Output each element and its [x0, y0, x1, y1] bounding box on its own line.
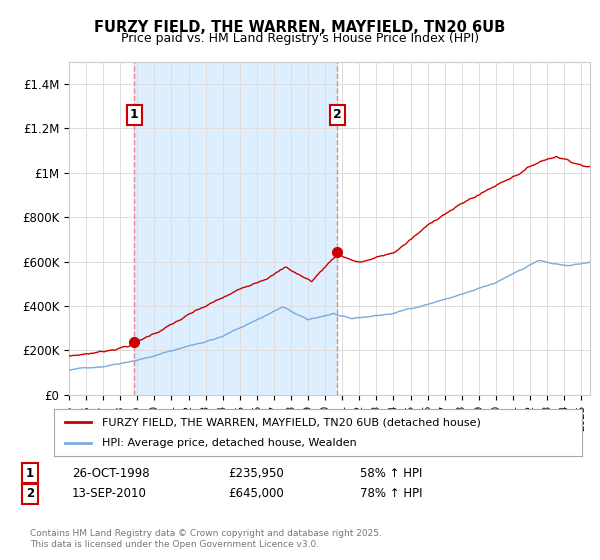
Text: 58% ↑ HPI: 58% ↑ HPI: [360, 466, 422, 480]
Text: Contains HM Land Registry data © Crown copyright and database right 2025.
This d: Contains HM Land Registry data © Crown c…: [30, 529, 382, 549]
Text: Price paid vs. HM Land Registry's House Price Index (HPI): Price paid vs. HM Land Registry's House …: [121, 32, 479, 45]
Text: 78% ↑ HPI: 78% ↑ HPI: [360, 487, 422, 501]
Text: 26-OCT-1998: 26-OCT-1998: [72, 466, 149, 480]
Text: FURZY FIELD, THE WARREN, MAYFIELD, TN20 6UB: FURZY FIELD, THE WARREN, MAYFIELD, TN20 …: [94, 20, 506, 35]
Text: FURZY FIELD, THE WARREN, MAYFIELD, TN20 6UB (detached house): FURZY FIELD, THE WARREN, MAYFIELD, TN20 …: [101, 417, 481, 427]
Text: £645,000: £645,000: [228, 487, 284, 501]
Bar: [134, 62, 337, 395]
Text: HPI: Average price, detached house, Wealden: HPI: Average price, detached house, Weal…: [101, 438, 356, 448]
Text: 13-SEP-2010: 13-SEP-2010: [72, 487, 147, 501]
Text: 1: 1: [26, 466, 34, 480]
Text: £235,950: £235,950: [228, 466, 284, 480]
Text: 2: 2: [333, 109, 341, 122]
Text: 1: 1: [130, 109, 139, 122]
Text: 2: 2: [26, 487, 34, 501]
